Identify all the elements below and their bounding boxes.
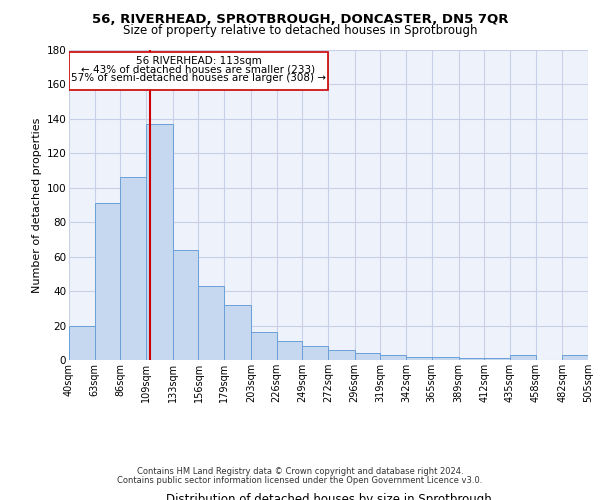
Bar	[562, 355, 588, 360]
Bar	[277, 341, 302, 360]
Text: Contains HM Land Registry data © Crown copyright and database right 2024.: Contains HM Land Registry data © Crown c…	[137, 467, 463, 476]
Bar	[406, 356, 432, 360]
Bar	[484, 358, 510, 360]
Bar	[173, 250, 199, 360]
Bar	[458, 358, 484, 360]
Text: Size of property relative to detached houses in Sprotbrough: Size of property relative to detached ho…	[123, 24, 477, 37]
Text: 56, RIVERHEAD, SPROTBROUGH, DONCASTER, DN5 7QR: 56, RIVERHEAD, SPROTBROUGH, DONCASTER, D…	[92, 13, 508, 26]
Bar	[146, 124, 173, 360]
Y-axis label: Number of detached properties: Number of detached properties	[32, 118, 43, 292]
Bar	[510, 355, 536, 360]
Bar	[355, 353, 380, 360]
Bar	[121, 178, 146, 360]
Bar	[69, 52, 328, 90]
Bar	[251, 332, 277, 360]
Text: 57% of semi-detached houses are larger (308) →: 57% of semi-detached houses are larger (…	[71, 73, 326, 83]
Bar	[328, 350, 355, 360]
Text: 56 RIVERHEAD: 113sqm: 56 RIVERHEAD: 113sqm	[136, 56, 262, 66]
Bar	[95, 204, 121, 360]
Text: ← 43% of detached houses are smaller (233): ← 43% of detached houses are smaller (23…	[82, 64, 316, 74]
X-axis label: Distribution of detached houses by size in Sprotbrough: Distribution of detached houses by size …	[166, 492, 491, 500]
Bar	[224, 305, 251, 360]
Bar	[432, 356, 458, 360]
Text: Contains public sector information licensed under the Open Government Licence v3: Contains public sector information licen…	[118, 476, 482, 485]
Bar	[199, 286, 224, 360]
Bar	[69, 326, 95, 360]
Bar	[302, 346, 328, 360]
Bar	[380, 355, 406, 360]
